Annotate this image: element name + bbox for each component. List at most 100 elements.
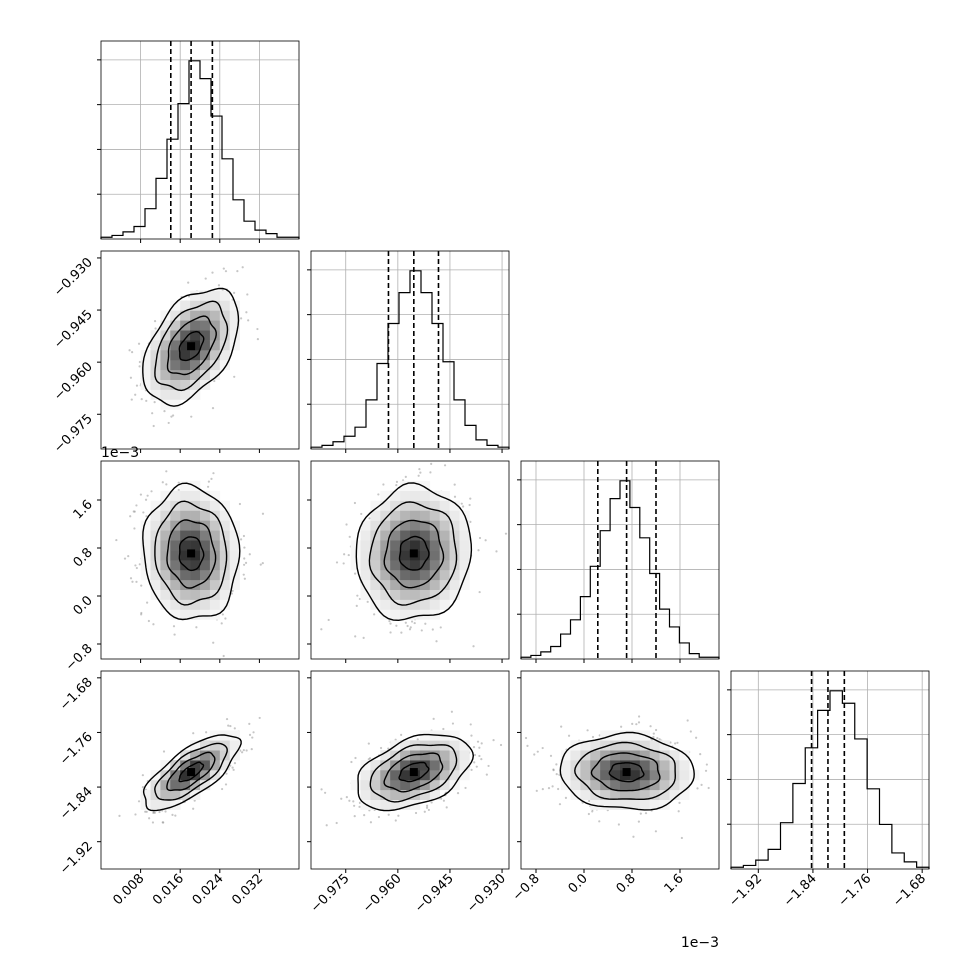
density-cell [160, 350, 171, 361]
density-cell [620, 799, 631, 810]
panel-frame [310, 250, 510, 450]
density-cell [449, 760, 460, 771]
sample-point [243, 577, 246, 580]
sample-point [637, 715, 641, 718]
density-cell [429, 579, 440, 590]
sample-point [637, 820, 640, 823]
density-cell [380, 569, 391, 581]
density-cell [180, 490, 191, 501]
density-cell [629, 799, 641, 810]
density-cell [229, 520, 240, 531]
density-cell [390, 779, 401, 791]
density-cell [429, 789, 440, 800]
sample-point [243, 557, 246, 560]
contour-level-3 [355, 482, 473, 622]
density-cell [410, 760, 421, 771]
density-cell [229, 320, 240, 331]
sample-point [358, 801, 361, 805]
density-cell [180, 389, 191, 400]
sample-point [617, 823, 620, 826]
density-cell [170, 399, 181, 410]
sample-point [470, 768, 473, 771]
density-cell [200, 750, 211, 761]
sample-point [187, 281, 190, 284]
density-cell [400, 579, 411, 590]
density-cell [180, 310, 191, 321]
density-cell [180, 609, 191, 620]
density-cell [209, 369, 221, 380]
x-tick-label: −0.960 [360, 871, 405, 916]
density-cell [200, 300, 211, 311]
density-cell [429, 589, 440, 600]
x-tick-label: 0.8 [614, 871, 639, 896]
sample-point [144, 498, 148, 501]
sample-point [224, 617, 227, 620]
sample-point [345, 796, 348, 799]
density-cell [570, 779, 581, 791]
sample-point [141, 774, 144, 777]
density-cell [629, 789, 641, 800]
density-cell [209, 359, 221, 371]
sample-point [227, 724, 230, 727]
contour-level-3 [142, 287, 240, 407]
density-cell [629, 740, 641, 751]
density-cell [180, 520, 191, 531]
density-cell [170, 579, 181, 590]
y-tick-label: −1.68 [57, 675, 96, 714]
density-cell [200, 490, 211, 501]
density-cell [610, 799, 621, 810]
density-cell [590, 779, 601, 791]
sample-point [430, 462, 433, 466]
density-cell [429, 500, 440, 511]
sample-point [192, 807, 195, 810]
mode-marker [187, 342, 196, 351]
density-cell [200, 290, 211, 301]
density-cell [219, 500, 230, 511]
density-cell [170, 789, 181, 800]
x-tick-label: 0.008 [111, 871, 148, 908]
density-cell [679, 750, 690, 761]
sample-point [395, 484, 398, 487]
density-cell [190, 340, 201, 351]
density-cell [209, 500, 221, 511]
density-cell [360, 770, 371, 781]
sample-point [504, 532, 508, 535]
density-cell [380, 540, 391, 551]
sample-point [243, 563, 246, 566]
density-cell [229, 550, 240, 561]
density-cell [439, 589, 450, 600]
sample-point [654, 830, 658, 833]
density-cell [350, 540, 361, 551]
density-cell [380, 750, 391, 761]
density-cell [449, 500, 460, 511]
density-cell [449, 560, 460, 571]
histogram-step [730, 690, 930, 869]
sample-point [165, 470, 168, 473]
density-cell [659, 779, 670, 791]
density-cell [190, 320, 201, 331]
density-cell [370, 579, 381, 590]
density-cell [400, 540, 411, 551]
density-cell [219, 340, 230, 351]
density-cell [209, 599, 221, 610]
hist-panel-2 [517, 460, 720, 660]
sample-point [320, 628, 323, 631]
density-cell [200, 500, 211, 511]
sample-point [363, 814, 366, 817]
density-cell [160, 579, 171, 590]
sample-point [658, 738, 661, 741]
sample-point [425, 806, 429, 809]
density-cell [180, 350, 191, 361]
sample-point [413, 621, 416, 625]
sample-point [246, 293, 249, 296]
density-cell [140, 530, 151, 541]
sample-point [165, 483, 168, 486]
sample-point [248, 733, 252, 736]
density-cell [390, 770, 401, 781]
hist-panel-1 [307, 250, 510, 450]
density-cell [659, 799, 670, 810]
sample-point [258, 716, 261, 720]
density-cell [439, 500, 450, 511]
density-cell [219, 510, 230, 521]
density-cell [219, 530, 230, 541]
